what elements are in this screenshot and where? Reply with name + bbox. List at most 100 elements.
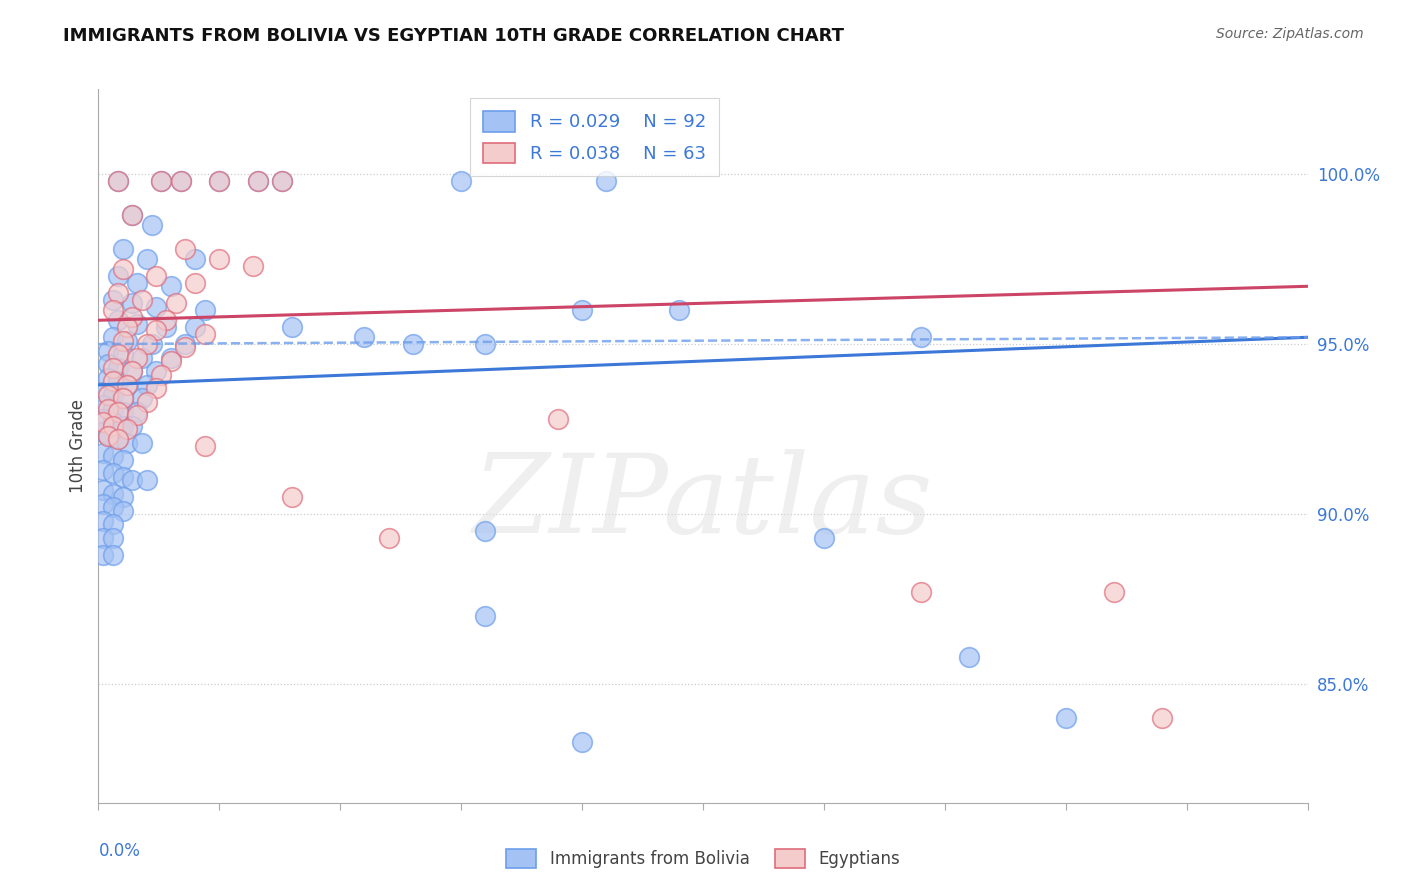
Point <box>101 303 124 318</box>
Point <box>184 276 207 290</box>
Point <box>101 418 124 433</box>
Point <box>107 269 129 284</box>
Point <box>174 341 197 355</box>
Point <box>117 377 139 392</box>
Y-axis label: 10th Grade: 10th Grade <box>69 399 87 493</box>
Point <box>101 293 124 307</box>
Point <box>97 358 120 372</box>
Point <box>117 422 139 436</box>
Point <box>474 608 496 623</box>
Point <box>135 377 157 392</box>
Point <box>101 375 124 389</box>
Point <box>101 466 124 480</box>
Point <box>111 392 134 406</box>
Point <box>107 432 129 446</box>
Point <box>668 303 690 318</box>
Point <box>101 401 124 416</box>
Text: IMMIGRANTS FROM BOLIVIA VS EGYPTIAN 10TH GRADE CORRELATION CHART: IMMIGRANTS FROM BOLIVIA VS EGYPTIAN 10TH… <box>63 27 844 45</box>
Point <box>353 330 375 344</box>
Point <box>121 418 143 433</box>
Point <box>247 174 270 188</box>
Point <box>141 337 163 351</box>
Point <box>194 326 217 341</box>
Point <box>571 303 593 318</box>
Point <box>174 337 197 351</box>
Point <box>91 446 114 460</box>
Point <box>101 415 124 429</box>
Point <box>141 218 163 232</box>
Point <box>571 734 593 748</box>
Point <box>160 279 183 293</box>
Point <box>160 354 183 368</box>
Point <box>111 334 134 348</box>
Point <box>111 347 134 361</box>
Point <box>165 296 187 310</box>
Point <box>145 323 167 337</box>
Point <box>910 330 932 344</box>
Point <box>107 375 129 389</box>
Point <box>101 531 124 545</box>
Point <box>150 368 173 382</box>
Point <box>107 360 129 375</box>
Point <box>135 337 157 351</box>
Point <box>97 429 120 443</box>
Point <box>91 483 114 498</box>
Point <box>127 409 149 423</box>
Point <box>242 259 264 273</box>
Point <box>145 381 167 395</box>
Point <box>547 412 569 426</box>
Point <box>174 242 197 256</box>
Point <box>121 208 143 222</box>
Point <box>107 347 129 361</box>
Point <box>474 524 496 538</box>
Point <box>131 392 153 406</box>
Point <box>450 174 472 188</box>
Point <box>111 503 134 517</box>
Point <box>957 649 980 664</box>
Point <box>111 469 134 483</box>
Point <box>121 364 143 378</box>
Point <box>160 351 183 365</box>
Point <box>1102 585 1125 599</box>
Point <box>145 269 167 284</box>
Point <box>910 585 932 599</box>
Point <box>127 276 149 290</box>
Point <box>107 286 129 301</box>
Text: Source: ZipAtlas.com: Source: ZipAtlas.com <box>1216 27 1364 41</box>
Point <box>97 401 120 416</box>
Point <box>91 384 114 399</box>
Text: ZIPatlas: ZIPatlas <box>472 450 934 557</box>
Point <box>101 500 124 515</box>
Point <box>131 351 153 365</box>
Point <box>281 490 304 504</box>
Point <box>1054 711 1077 725</box>
Point <box>91 398 114 412</box>
Point <box>107 405 129 419</box>
Point <box>208 174 231 188</box>
Point <box>145 364 167 378</box>
Point <box>107 174 129 188</box>
Point <box>101 517 124 532</box>
Point <box>101 449 124 463</box>
Point <box>281 320 304 334</box>
Point <box>111 242 134 256</box>
Point <box>474 337 496 351</box>
Point <box>155 313 177 327</box>
Point <box>121 310 143 324</box>
Point <box>121 473 143 487</box>
Point <box>101 360 124 375</box>
Point <box>121 364 143 378</box>
Point <box>150 174 173 188</box>
Point <box>107 432 129 446</box>
Point <box>91 463 114 477</box>
Point <box>135 473 157 487</box>
Point <box>111 392 134 406</box>
Point <box>117 435 139 450</box>
Point <box>111 452 134 467</box>
Point <box>107 174 129 188</box>
Point <box>271 174 294 188</box>
Point <box>97 429 120 443</box>
Point <box>150 174 173 188</box>
Point <box>169 174 191 188</box>
Point <box>117 377 139 392</box>
